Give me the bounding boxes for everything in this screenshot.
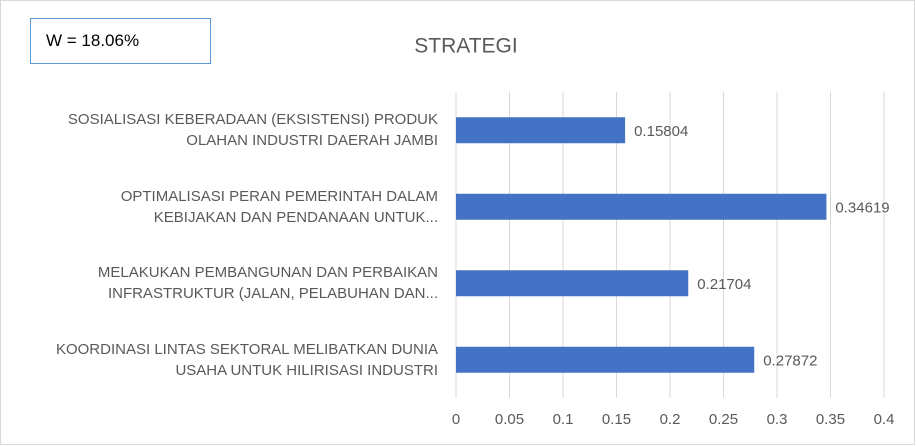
x-tick-label: 0.1 (553, 411, 574, 428)
data-label: 0.15804 (634, 123, 688, 140)
data-label: 0.21704 (697, 276, 751, 293)
x-tick-label: 0.3 (767, 411, 788, 428)
x-tick-label: 0.25 (709, 411, 738, 428)
y-tick-label: SOSIALISASI KEBERADAAN (EKSISTENSI) PROD… (67, 111, 438, 150)
annotation: W = 18.06% (30, 18, 211, 64)
data-label: 0.34619 (835, 200, 889, 217)
bar (456, 193, 827, 220)
chart-title: STRATEGI (414, 35, 517, 58)
y-tick-label: OPTIMALISASI PERAN PEMERINTAH DALAM KEBI… (120, 187, 438, 226)
x-tick-label: 0 (452, 411, 460, 428)
x-tick-label: 0.35 (816, 411, 845, 428)
y-tick-label: MELAKUKAN PEMBANGUNAN DAN PERBAIKAN INFR… (97, 264, 438, 303)
data-label: 0.27872 (763, 353, 817, 370)
x-tick-label: 0.15 (602, 411, 631, 428)
y-tick-label: KOORDINASI LINTAS SEKTORAL MELIBATKAN DU… (55, 340, 438, 379)
x-tick-label: 0.05 (495, 411, 524, 428)
bar (456, 270, 689, 297)
x-tick-label: 0.2 (660, 411, 681, 428)
bar (456, 346, 755, 373)
x-tick-label: 0.4 (874, 411, 895, 428)
bar (456, 117, 626, 144)
